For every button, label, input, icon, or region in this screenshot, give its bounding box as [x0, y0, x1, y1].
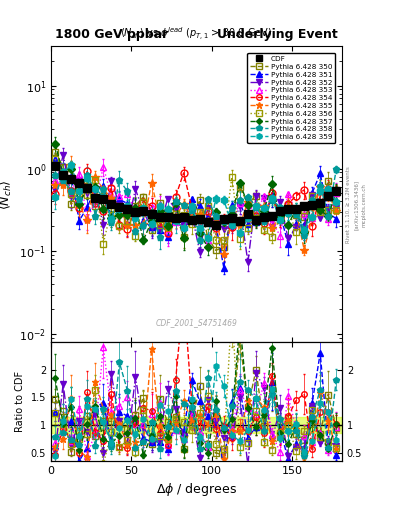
Legend: CDF, Pythia 6.428 350, Pythia 6.428 351, Pythia 6.428 352, Pythia 6.428 353, Pyt: CDF, Pythia 6.428 350, Pythia 6.428 351,… — [247, 53, 335, 143]
Text: mcplots.cern.ch: mcplots.cern.ch — [362, 183, 367, 227]
Y-axis label: Ratio to CDF: Ratio to CDF — [15, 371, 25, 432]
Text: 1800 GeV ppbar: 1800 GeV ppbar — [55, 28, 168, 41]
Text: Rivet 3.1.10, ≥ 3.2M events: Rivet 3.1.10, ≥ 3.2M events — [346, 166, 351, 243]
X-axis label: $\Delta\phi$ / degrees: $\Delta\phi$ / degrees — [156, 481, 237, 498]
Text: CDF_2001_S4751469: CDF_2001_S4751469 — [156, 318, 237, 328]
Y-axis label: $\langle N_{ch}\rangle$: $\langle N_{ch}\rangle$ — [0, 179, 14, 209]
Text: [arXiv:1306.3436]: [arXiv:1306.3436] — [354, 180, 359, 230]
Text: Underlying Event: Underlying Event — [217, 28, 338, 41]
Text: $\langle N_{ch}\rangle$ vs $\phi^{lead}$ ($p_{T,1}$ > 30.0 GeV): $\langle N_{ch}\rangle$ vs $\phi^{lead}$… — [120, 25, 273, 41]
